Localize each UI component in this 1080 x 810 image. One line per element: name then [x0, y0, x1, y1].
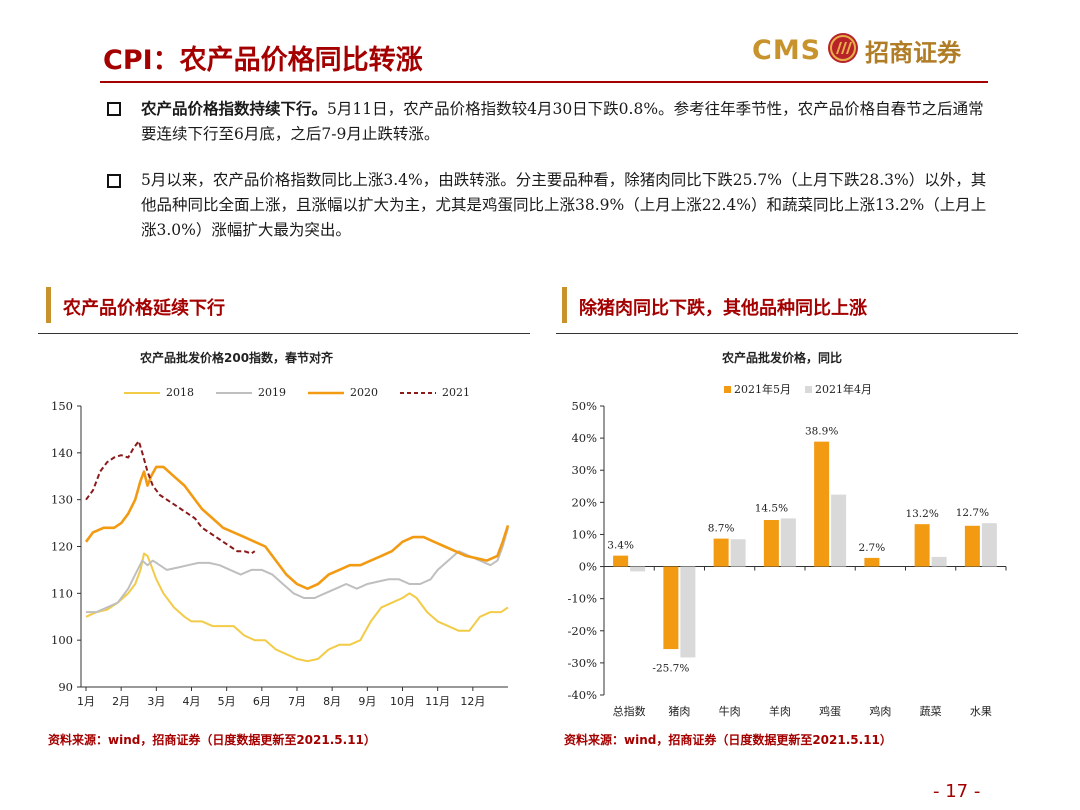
right-section-title: 除猪肉同比下跌，其他品种同比上涨	[579, 298, 867, 319]
legend-item-2018: 2018	[124, 386, 194, 399]
header-divider	[100, 81, 988, 83]
page-number: - 17 -	[933, 781, 981, 802]
x-tick-label: 2月	[112, 695, 130, 708]
y-tick-label: 50%	[571, 399, 597, 413]
x-tick-label: 8月	[323, 695, 341, 708]
x-tick-label: 4月	[183, 695, 201, 708]
y-tick-label: 150	[51, 399, 73, 413]
y-tick-label: 0%	[579, 560, 597, 574]
series-line-2021	[85, 440, 256, 555]
x-tick-label: 9月	[358, 695, 376, 708]
y-tick-label: 120	[51, 540, 73, 554]
bar-april	[931, 556, 947, 567]
left-source-note: 资料来源：wind，招商证券（日度数据更新至2021.5.11）	[48, 733, 376, 747]
line-chart: 90 100 110 120 130 140 150 1月 2月 3月 4月 5月 6月 7月 8月 9月 10…	[51, 399, 510, 708]
bar-april	[831, 494, 847, 567]
bullet-item: 5月以来，农产品价格指数同比上涨3.4%，由跌转涨。分主要品种看，除猪肉同比下跌…	[107, 168, 997, 243]
x-category-label: 猪肉	[668, 705, 690, 718]
bar-chart-title: 农产品批发价格，同比	[722, 351, 843, 365]
x-tick-label: 6月	[253, 695, 271, 708]
line-chart-title: 农产品批发价格200指数，春节对齐	[140, 351, 334, 365]
x-category-label: 羊肉	[769, 704, 791, 718]
bullet-bold-lead: 农产品价格指数持续下行。	[141, 99, 328, 118]
brand-en: CMS	[752, 34, 822, 66]
bar-april	[981, 523, 997, 567]
bullet-text: 5月11日，农产品价格指数较4月30日下跌0.8%。参考往年季节性，农产品价格自…	[141, 100, 984, 143]
right-section-rule	[556, 333, 1018, 334]
bullet-text: 5月以来，农产品价格指数同比上涨3.4%，由跌转涨。分主要品种看，除猪肉同比下跌…	[141, 171, 987, 239]
y-tick-label: 30%	[571, 463, 597, 477]
x-tick-label: 12月	[460, 695, 485, 708]
brand-logo: CMS 招商证券	[752, 30, 961, 70]
x-category-label: 鸡肉	[869, 704, 891, 718]
y-tick-label: 40%	[571, 431, 597, 445]
bar-april	[730, 539, 746, 567]
y-tick-label: 130	[51, 493, 73, 507]
legend-item-april: 2021年4月	[805, 381, 872, 397]
line-chart-legend: 2018 2019 2020 2021	[124, 386, 470, 399]
series-line-2019	[86, 527, 509, 614]
y-tick-label: -40%	[568, 688, 598, 702]
x-tick-label: 5月	[218, 695, 236, 708]
bar-chart-legend: 2021年5月 2021年4月	[724, 381, 872, 397]
right-source-note: 资料来源：wind，招商证券（日度数据更新至2021.5.11）	[564, 733, 892, 747]
data-label: -25.7%	[652, 662, 689, 674]
bullet-square-icon	[107, 174, 121, 188]
x-tick-label: 7月	[288, 695, 306, 708]
x-category-label: 总指数	[613, 704, 646, 718]
x-tick-label: 3月	[147, 695, 165, 708]
x-category-label: 蔬菜	[920, 705, 942, 718]
legend-item-may: 2021年5月	[724, 381, 791, 397]
bar-may	[914, 524, 930, 567]
bar-april	[680, 566, 696, 658]
bar-chart: -40% -30% -20% -10% 0% 10% 20% 30% 40% 50% 3.4% 总指数…	[568, 399, 1007, 718]
x-tick-label: 1月	[77, 695, 95, 708]
data-label: 3.4%	[607, 540, 634, 552]
bullet-list: 农产品价格指数持续下行。5月11日，农产品价格指数较4月30日下跌0.8%。参考…	[107, 96, 997, 264]
x-category-label: 牛肉	[719, 704, 741, 718]
bar-may	[613, 555, 629, 567]
bullet-square-icon	[107, 102, 121, 116]
x-category-label: 鸡蛋	[819, 704, 841, 718]
data-label: 38.9%	[805, 426, 838, 438]
y-tick-label: 100	[51, 633, 73, 647]
brand-emblem-icon	[827, 32, 859, 68]
y-tick-label: -20%	[568, 624, 598, 638]
legend-item-2019: 2019	[216, 386, 286, 399]
y-tick-label: 140	[51, 446, 73, 460]
data-label: 12.7%	[956, 507, 989, 519]
legend-item-2021: 2021	[400, 386, 470, 399]
legend-item-2020: 2020	[308, 386, 378, 399]
x-tick-label: 11月	[425, 695, 450, 708]
section-marker	[562, 287, 567, 323]
bar-may	[663, 566, 679, 650]
y-tick-label: -10%	[568, 592, 598, 606]
series-line-2018	[85, 552, 509, 663]
data-label: 8.7%	[708, 523, 735, 535]
data-label: 13.2%	[905, 508, 938, 520]
left-section-rule	[38, 333, 530, 334]
y-tick-label: 10%	[571, 527, 597, 541]
data-label: 2.7%	[859, 542, 886, 554]
series-line-2020	[84, 465, 510, 590]
bar-april	[630, 566, 646, 572]
y-tick-label: 90	[58, 680, 73, 694]
bar-may	[864, 557, 880, 567]
section-marker	[46, 287, 51, 323]
x-tick-label: 10月	[390, 695, 415, 708]
data-label: 14.5%	[755, 502, 788, 514]
bar-may	[713, 538, 729, 567]
page-title: CPI：农产品价格同比转涨	[103, 45, 423, 76]
y-tick-label: 110	[51, 586, 73, 600]
bar-may	[964, 525, 980, 567]
bullet-item: 农产品价格指数持续下行。5月11日，农产品价格指数较4月30日下跌0.8%。参考…	[107, 96, 997, 147]
brand-cn: 招商证券	[865, 37, 962, 67]
left-section-title: 农产品价格延续下行	[63, 298, 225, 319]
bar-may	[763, 519, 779, 567]
y-tick-label: 20%	[571, 495, 597, 509]
bar-april	[780, 518, 796, 567]
bar-may	[814, 441, 830, 567]
y-tick-label: -30%	[568, 656, 598, 670]
x-category-label: 水果	[970, 705, 992, 718]
